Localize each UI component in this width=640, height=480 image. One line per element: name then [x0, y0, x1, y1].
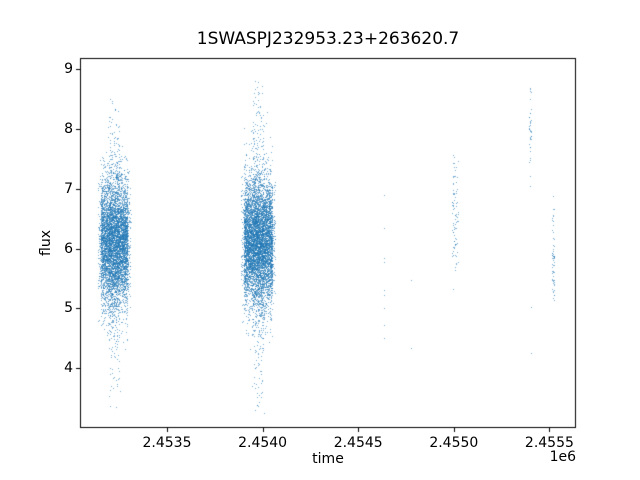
- x-axis-label: time: [312, 451, 344, 467]
- y-axis-label: flux: [38, 230, 54, 256]
- x-axis-offset-label: 1e6: [549, 449, 576, 465]
